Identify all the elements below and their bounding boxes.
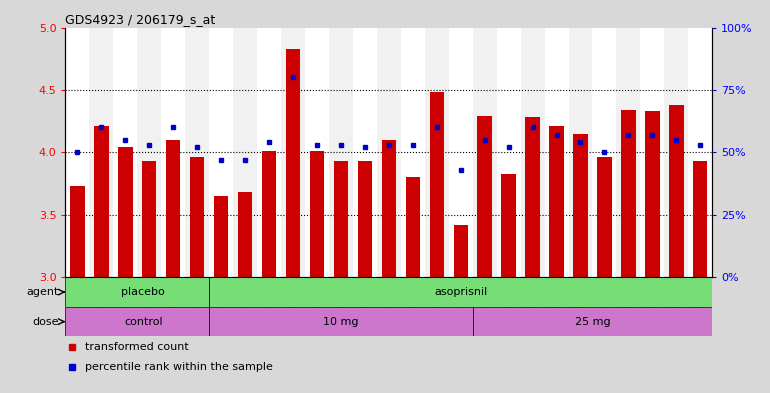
Bar (525, 118, 540, 277)
Bar (281, 28, 305, 277)
Bar (118, 147, 132, 277)
Bar (262, 151, 276, 277)
Bar (430, 92, 444, 277)
Bar (161, 28, 186, 277)
Bar (113, 28, 137, 277)
Bar (497, 28, 521, 277)
Bar (353, 28, 377, 277)
Text: placebo: placebo (122, 287, 166, 297)
Bar (641, 28, 665, 277)
Text: dose: dose (32, 317, 59, 327)
Bar (233, 28, 257, 277)
Bar (617, 28, 641, 277)
Bar (186, 28, 209, 277)
Bar (473, 307, 712, 336)
Bar (669, 105, 684, 277)
Bar (377, 28, 401, 277)
Bar (214, 196, 229, 277)
Bar (238, 193, 253, 277)
Text: 25 mg: 25 mg (574, 317, 611, 327)
Bar (142, 161, 156, 277)
Bar (358, 161, 372, 277)
Bar (501, 174, 516, 277)
Bar (544, 28, 568, 277)
Bar (209, 28, 233, 277)
Bar (401, 28, 425, 277)
Bar (621, 110, 635, 277)
Bar (521, 28, 544, 277)
Bar (688, 28, 712, 277)
Bar (190, 158, 204, 277)
Bar (329, 28, 353, 277)
Bar (70, 186, 85, 277)
Bar (382, 140, 396, 277)
Bar (477, 116, 492, 277)
Bar (257, 28, 281, 277)
Bar (645, 111, 660, 277)
Bar (286, 49, 300, 277)
Bar (65, 307, 209, 336)
Bar (592, 28, 617, 277)
Bar (693, 161, 708, 277)
Bar (305, 28, 329, 277)
Bar (137, 28, 161, 277)
Text: GDS4923 / 206179_s_at: GDS4923 / 206179_s_at (65, 13, 216, 26)
Bar (473, 28, 497, 277)
Bar (665, 28, 688, 277)
Text: percentile rank within the sample: percentile rank within the sample (85, 362, 273, 372)
Bar (454, 225, 468, 277)
Text: transformed count: transformed count (85, 342, 189, 352)
Bar (94, 126, 109, 277)
Text: control: control (124, 317, 162, 327)
Bar (310, 151, 324, 277)
Bar (406, 177, 420, 277)
Bar (425, 28, 449, 277)
Text: agent: agent (27, 287, 59, 297)
Bar (568, 28, 592, 277)
Bar (574, 134, 588, 277)
Bar (89, 28, 113, 277)
Bar (333, 161, 348, 277)
Bar (598, 158, 611, 277)
Text: asoprisnil: asoprisnil (434, 287, 487, 297)
Bar (65, 277, 209, 307)
Bar (166, 140, 180, 277)
Bar (209, 307, 473, 336)
Bar (449, 28, 473, 277)
Bar (209, 277, 712, 307)
Text: 10 mg: 10 mg (323, 317, 359, 327)
Bar (549, 126, 564, 277)
Bar (65, 28, 89, 277)
